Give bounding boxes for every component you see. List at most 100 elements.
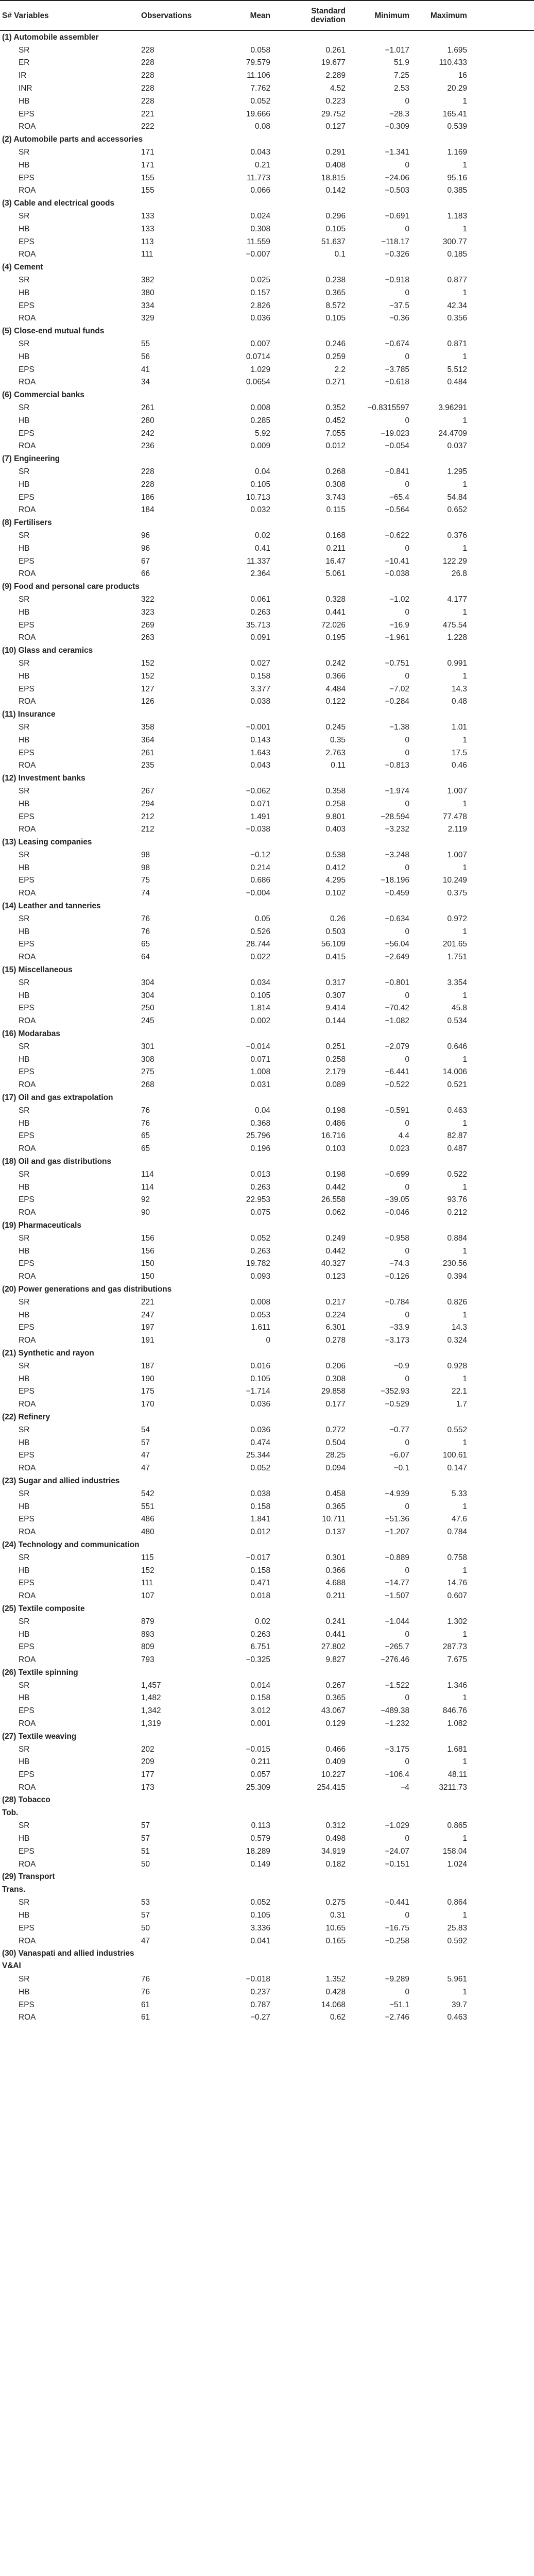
variable-cell: EPS xyxy=(19,1515,35,1524)
std-dev-cell: 0.352 xyxy=(325,403,346,412)
minimum-cell: −1.341 xyxy=(385,148,409,157)
maximum-cell: 0.037 xyxy=(447,442,467,451)
mean-cell: 0.08 xyxy=(255,122,270,131)
spacer-cell xyxy=(469,1194,534,1207)
std-dev-cell: 27.802 xyxy=(321,1642,346,1652)
variable-cell: EPS xyxy=(19,237,35,246)
std-dev-cell: 0.328 xyxy=(325,595,346,604)
observations-cell: 107 xyxy=(141,1591,154,1601)
mean-cell: 0.04 xyxy=(255,1106,270,1115)
mean-cell: 0.018 xyxy=(250,1591,270,1601)
std-dev-cell: 0.238 xyxy=(325,276,346,285)
observations-cell: 34 xyxy=(141,378,150,387)
variable-cell: SR xyxy=(19,45,30,55)
spacer-cell xyxy=(469,1628,534,1641)
spacer-cell xyxy=(469,159,534,172)
header-minimum: Minimum xyxy=(348,0,411,31)
table-row: EPS 150 19.782 40.327 −74.3 230.56 xyxy=(0,1258,534,1270)
header-index-variables: S# Variables xyxy=(0,0,139,31)
maximum-cell: 122.29 xyxy=(442,556,467,566)
spacer-cell xyxy=(469,95,534,108)
std-dev-cell: 34.919 xyxy=(321,1847,346,1856)
std-dev-cell: 0.089 xyxy=(325,1080,346,1090)
observations-cell: 250 xyxy=(141,1004,154,1013)
spacer-cell xyxy=(469,235,534,248)
std-dev-cell: 0.458 xyxy=(325,1489,346,1498)
minimum-cell: −0.126 xyxy=(385,1272,409,1281)
minimum-cell: −0.801 xyxy=(385,978,409,987)
observations-cell: 76 xyxy=(141,927,150,936)
std-dev-cell: 0.308 xyxy=(325,480,346,489)
maximum-cell: 0.376 xyxy=(447,531,467,540)
maximum-cell: 1 xyxy=(462,671,467,681)
table-row: ROA 170 0.036 0.177 −0.529 1.7 xyxy=(0,1398,534,1411)
mean-cell: 5.92 xyxy=(255,429,270,438)
minimum-cell: −1.507 xyxy=(385,1591,409,1601)
observations-cell: 47 xyxy=(141,1451,150,1460)
std-dev-cell: 0.115 xyxy=(326,505,346,515)
observations-cell: 173 xyxy=(141,1783,154,1792)
minimum-cell: −0.36 xyxy=(389,314,409,323)
observations-cell: 171 xyxy=(141,160,154,170)
variable-cell: SR xyxy=(19,467,30,476)
mean-cell: 0.105 xyxy=(250,991,270,1000)
minimum-cell: −0.326 xyxy=(385,250,409,259)
minimum-cell: −0.622 xyxy=(385,531,409,540)
minimum-cell: 0 xyxy=(405,416,409,425)
maximum-cell: 1.007 xyxy=(447,850,467,859)
table-row: ROA 111 −0.007 0.1 −0.326 0.185 xyxy=(0,248,534,261)
table-row: EPS 41 1.029 2.2 −3.785 5.512 xyxy=(0,363,534,376)
std-dev-cell: 4.52 xyxy=(330,84,346,93)
spacer-cell xyxy=(469,146,534,159)
variable-cell: ROA xyxy=(19,122,36,131)
table-row: ROA 126 0.038 0.122 −0.284 0.48 xyxy=(0,695,534,708)
spacer-cell xyxy=(469,747,534,759)
spacer-cell xyxy=(469,542,534,555)
table-row: EPS 51 18.289 34.919 −24.07 158.04 xyxy=(0,1845,534,1858)
variable-cell: ROA xyxy=(19,1016,36,1026)
table-row: IR 228 11.106 2.289 7.25 16 xyxy=(0,69,534,82)
section-header-row: (2) Automobile parts and accessories xyxy=(0,133,534,146)
mean-cell: 22.953 xyxy=(246,1195,270,1205)
observations-cell: 98 xyxy=(141,850,150,859)
std-dev-cell: 0.249 xyxy=(325,1233,346,1243)
variable-cell: HB xyxy=(19,416,30,425)
variable-cell: HB xyxy=(19,991,30,1000)
table-row: EPS 75 0.686 4.295 −18.196 10.249 xyxy=(0,874,534,887)
maximum-cell: 14.3 xyxy=(452,684,467,693)
variable-cell: SR xyxy=(19,148,30,157)
variable-cell: SR xyxy=(19,276,30,285)
header-spacer xyxy=(469,0,534,31)
minimum-cell: −0.309 xyxy=(385,122,409,131)
variable-cell: HB xyxy=(19,863,30,872)
header-observations: Observations xyxy=(139,0,208,31)
variable-cell: SR xyxy=(19,403,30,412)
section-header-row: (18) Oil and gas distributions xyxy=(0,1155,534,1168)
variable-cell: EPS xyxy=(19,1451,35,1460)
std-dev-cell: 0.312 xyxy=(325,1821,346,1831)
table-row: SR 57 0.113 0.312 −1.029 0.865 xyxy=(0,1820,534,1833)
maximum-cell: 1 xyxy=(462,1630,467,1639)
observations-cell: 57 xyxy=(141,1438,150,1447)
std-dev-cell: 40.327 xyxy=(321,1259,346,1268)
variable-cell: EPS xyxy=(19,1323,35,1332)
mean-cell: 11.559 xyxy=(247,237,270,246)
variable-cell: ROA xyxy=(19,569,36,579)
section-title: (9) Food and personal care products xyxy=(0,580,534,593)
maximum-cell: 0.877 xyxy=(447,276,467,285)
variable-cell: HB xyxy=(19,1055,30,1064)
std-dev-cell: 3.743 xyxy=(325,493,346,502)
maximum-cell: 1 xyxy=(462,927,467,936)
observations-cell: 65 xyxy=(141,1144,150,1154)
maximum-cell: 0.928 xyxy=(447,1361,467,1370)
variable-cell: SR xyxy=(19,1821,30,1831)
minimum-cell: −3.248 xyxy=(385,850,409,859)
mean-cell: 25.796 xyxy=(246,1131,270,1141)
observations-cell: 50 xyxy=(141,1859,150,1869)
maximum-cell: 2.119 xyxy=(447,825,467,834)
section-header-row: (8) Fertilisers xyxy=(0,516,534,529)
minimum-cell: −4 xyxy=(400,1783,409,1792)
observations-cell: 280 xyxy=(141,416,154,425)
std-dev-cell: 0.1 xyxy=(334,250,346,259)
spacer-cell xyxy=(469,248,534,261)
